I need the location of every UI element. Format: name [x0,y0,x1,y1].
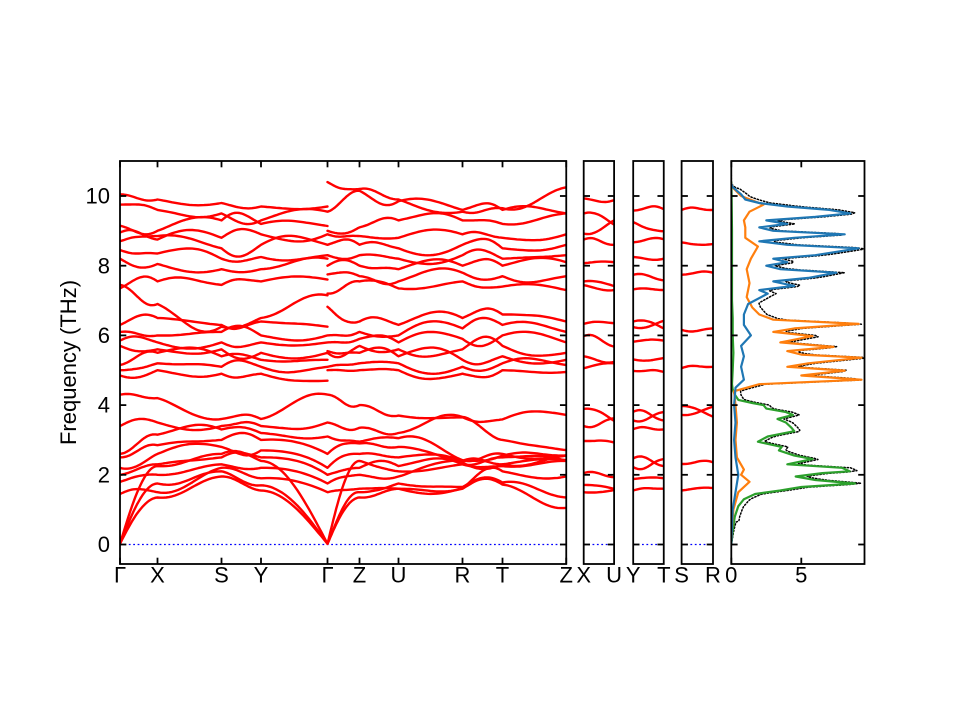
svg-text:6: 6 [98,323,110,348]
svg-text:U: U [606,563,622,588]
svg-text:S: S [674,563,689,588]
svg-text:10: 10 [86,184,110,209]
svg-text:4: 4 [98,393,110,418]
svg-text:2: 2 [98,462,110,487]
svg-text:X: X [150,563,165,588]
svg-text:Z: Z [559,563,572,588]
svg-text:R: R [705,563,721,588]
svg-text:R: R [455,563,471,588]
svg-text:8: 8 [98,253,110,278]
svg-text:5: 5 [795,563,807,588]
svg-text:Γ: Γ [321,563,333,588]
svg-text:S: S [214,563,229,588]
svg-text:X: X [576,563,591,588]
svg-text:Y: Y [254,563,269,588]
svg-text:Frequency (THz): Frequency (THz) [56,280,81,445]
svg-text:Y: Y [626,563,641,588]
svg-text:T: T [657,563,670,588]
svg-text:0: 0 [98,532,110,557]
svg-text:T: T [496,563,509,588]
svg-text:Z: Z [353,563,366,588]
svg-text:0: 0 [725,563,737,588]
svg-text:U: U [391,563,407,588]
svg-text:Γ: Γ [114,563,126,588]
